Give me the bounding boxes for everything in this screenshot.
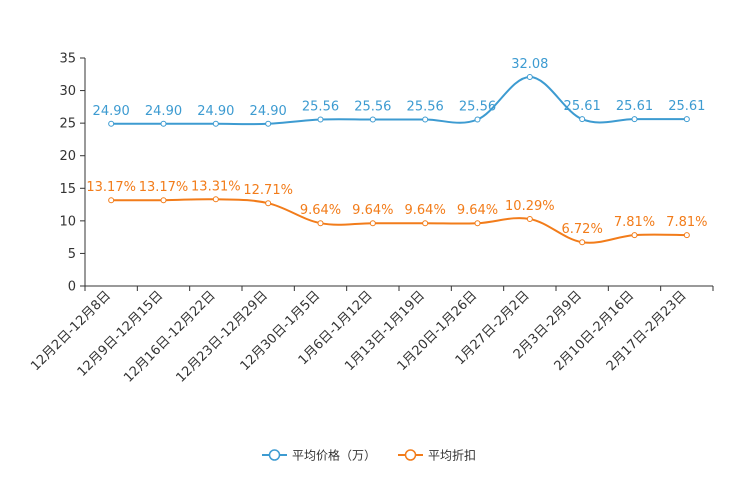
data-label: 9.64% (457, 203, 498, 218)
data-point[interactable] (160, 197, 167, 204)
data-label: 24.90 (93, 104, 130, 119)
legend-label: 平均折扣 (428, 448, 476, 463)
data-point[interactable] (265, 120, 272, 127)
data-point[interactable] (579, 239, 586, 246)
data-label: 10.29% (505, 199, 555, 214)
data-point[interactable] (265, 200, 272, 207)
data-label: 13.17% (139, 180, 189, 195)
data-label: 25.61 (564, 99, 601, 114)
data-label: 25.61 (668, 99, 705, 114)
data-point[interactable] (212, 120, 219, 127)
data-label: 24.90 (250, 104, 287, 119)
series-line-2 (111, 198, 687, 244)
data-point[interactable] (526, 215, 533, 222)
data-point[interactable] (683, 116, 690, 123)
data-label: 25.56 (407, 99, 444, 114)
data-label: 9.64% (405, 203, 446, 218)
data-point[interactable] (579, 116, 586, 123)
data-point[interactable] (526, 74, 533, 81)
legend[interactable]: 平均价格（万） 平均折扣 (262, 448, 476, 463)
data-point[interactable] (631, 232, 638, 239)
y-tick-label: 20 (59, 149, 76, 164)
data-label: 12.71% (243, 183, 293, 198)
data-label: 9.64% (300, 203, 341, 218)
y-tick-label: 30 (59, 84, 76, 99)
y-tick-label: 10 (59, 214, 76, 229)
legend-item-2[interactable]: 平均折扣 (398, 448, 476, 463)
data-point[interactable] (108, 120, 115, 127)
axes (84, 58, 713, 287)
data-label: 9.64% (352, 203, 393, 218)
data-label: 25.56 (302, 99, 339, 114)
data-label: 6.72% (562, 222, 603, 237)
data-point[interactable] (474, 220, 481, 227)
data-point[interactable] (369, 116, 376, 123)
data-label: 24.90 (145, 104, 182, 119)
data-label: 13.31% (191, 179, 241, 194)
x-axis-ticks: 12月2日-12月8日12月9日-12月15日12月16日-12月22日12月2… (28, 286, 714, 386)
data-label: 24.90 (197, 104, 234, 119)
data-point[interactable] (474, 116, 481, 123)
y-tick-label: 25 (59, 117, 76, 132)
data-labels: 24.90 24.90 24.90 24.90 25.56 25.56 25.56 25.56… (86, 57, 707, 237)
y-axis-ticks: 0 5 10 15 20 25 30 35 (59, 52, 85, 295)
data-point[interactable] (108, 197, 115, 204)
data-label: 25.56 (459, 99, 496, 114)
data-label: 7.81% (666, 215, 707, 230)
data-label: 32.08 (511, 57, 548, 72)
legend-label: 平均价格（万） (292, 448, 376, 463)
legend-marker-icon (404, 449, 417, 461)
data-label: 13.17% (86, 180, 136, 195)
data-point[interactable] (683, 232, 690, 239)
y-tick-label: 35 (59, 52, 76, 67)
data-point[interactable] (369, 220, 376, 227)
y-tick-label: 15 (59, 182, 76, 197)
data-point[interactable] (317, 220, 324, 227)
data-label: 25.61 (616, 99, 653, 114)
data-point[interactable] (631, 116, 638, 123)
data-point[interactable] (422, 116, 429, 123)
y-tick-label: 0 (68, 280, 76, 295)
legend-item-1[interactable]: 平均价格（万） (262, 448, 376, 463)
data-point[interactable] (317, 116, 324, 123)
data-point[interactable] (422, 220, 429, 227)
y-tick-label: 5 (68, 247, 76, 262)
data-point[interactable] (160, 120, 167, 127)
data-label: 7.81% (614, 215, 655, 230)
data-label: 25.56 (354, 99, 391, 114)
x-tick-label: 12月23日-12月29日 (174, 288, 271, 385)
series-group (108, 74, 690, 246)
data-point[interactable] (212, 196, 219, 203)
legend-marker-icon (268, 449, 281, 461)
x-tick-label: 12月16日-12月22日 (121, 288, 218, 385)
